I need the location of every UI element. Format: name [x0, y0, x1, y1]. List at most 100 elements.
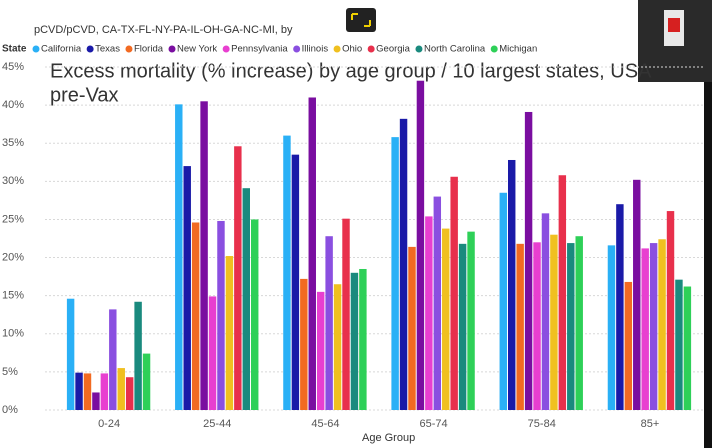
bar	[416, 80, 425, 410]
legend-label: Ohio	[342, 44, 362, 55]
y-tick-label: 30%	[2, 175, 24, 187]
bar	[450, 176, 458, 410]
x-tick-label: 25-44	[203, 418, 231, 430]
y-tick-label: 45%	[2, 61, 24, 73]
bar	[567, 243, 575, 410]
bar	[359, 268, 367, 410]
legend-label: Georgia	[376, 44, 411, 55]
expand-glyph	[351, 13, 371, 27]
bar	[234, 146, 242, 410]
bar	[92, 392, 100, 410]
bar	[516, 243, 524, 410]
bar	[191, 222, 200, 410]
bar	[142, 353, 151, 410]
bar	[109, 309, 117, 410]
bar	[508, 159, 516, 410]
bar	[175, 104, 183, 411]
bar	[467, 231, 475, 410]
bar	[541, 213, 550, 410]
legend-swatch	[367, 45, 375, 53]
legend-label: Texas	[95, 44, 120, 55]
bar	[425, 216, 433, 410]
chart-title: Excess mortality (% increase) by age gro…	[50, 60, 652, 82]
bar	[658, 239, 666, 410]
legend-label: Michigan	[499, 44, 537, 55]
y-tick-label: 10%	[2, 328, 24, 340]
legend-label: Illinois	[302, 44, 329, 55]
bar	[399, 118, 408, 410]
bar	[649, 243, 658, 410]
bar	[666, 211, 675, 410]
bar	[675, 279, 683, 410]
bar	[134, 301, 142, 410]
bar	[616, 204, 624, 410]
legend-swatch	[32, 45, 40, 53]
bar	[391, 137, 399, 410]
bar	[624, 281, 633, 410]
bar	[100, 373, 109, 410]
bar	[333, 284, 342, 410]
bar	[575, 236, 583, 410]
bar	[75, 372, 83, 410]
legend-label: North Carolina	[424, 44, 486, 55]
bar	[641, 248, 649, 410]
bar	[558, 175, 567, 410]
y-tick-label: 15%	[2, 290, 24, 302]
chart-header: pCVD/pCVD, CA-TX-FL-NY-PA-IL-OH-GA-NC-MI…	[34, 24, 293, 36]
legend-swatch	[333, 45, 341, 53]
bar	[308, 97, 316, 410]
y-tick-label: 35%	[2, 137, 24, 149]
y-tick-label: 40%	[2, 99, 24, 111]
y-tick-label: 5%	[2, 366, 18, 378]
legend-swatch	[86, 45, 94, 53]
bar	[633, 179, 641, 410]
bar	[350, 272, 359, 410]
x-tick-label: 85+	[641, 418, 660, 430]
legend-swatch	[490, 45, 498, 53]
y-tick-label: 0%	[2, 404, 18, 416]
legend-swatch	[415, 45, 423, 53]
bar	[458, 243, 467, 410]
x-tick-label: 75-84	[528, 418, 556, 430]
expand-icon[interactable]	[346, 8, 376, 32]
bar	[183, 166, 191, 410]
legend-swatch	[222, 45, 230, 53]
legend-swatch	[168, 45, 176, 53]
bar	[200, 101, 208, 411]
bar	[83, 373, 92, 410]
legend-label: California	[41, 44, 82, 55]
bar	[550, 234, 558, 410]
bar	[683, 286, 692, 410]
bar	[208, 296, 217, 410]
bar	[499, 192, 508, 410]
y-tick-label: 20%	[2, 251, 24, 263]
bar	[300, 278, 308, 410]
bar	[117, 368, 125, 410]
legend-label: Pennsylvania	[231, 44, 288, 55]
chart-subtitle: pre-Vax	[50, 84, 119, 106]
legend-label: Florida	[134, 44, 164, 55]
bar	[325, 236, 333, 410]
bar	[442, 228, 450, 410]
bar	[291, 154, 300, 410]
legend-swatch	[293, 45, 301, 53]
bar	[217, 220, 225, 410]
bar	[524, 111, 533, 411]
x-tick-label: 45-64	[311, 418, 339, 430]
flag-leaf	[668, 18, 680, 32]
x-axis-label: Age Group	[362, 432, 415, 444]
bar	[316, 291, 325, 410]
bar	[283, 135, 291, 410]
x-tick-label: 65-74	[420, 418, 448, 430]
legend-label: New York	[177, 44, 217, 55]
bar	[66, 298, 75, 410]
legend-swatch	[125, 45, 133, 53]
bar	[250, 219, 259, 410]
bar	[242, 188, 250, 410]
y-tick-label: 25%	[2, 213, 24, 225]
bar	[408, 246, 416, 410]
edge	[704, 82, 712, 448]
bar	[225, 256, 234, 410]
bar	[533, 242, 541, 410]
